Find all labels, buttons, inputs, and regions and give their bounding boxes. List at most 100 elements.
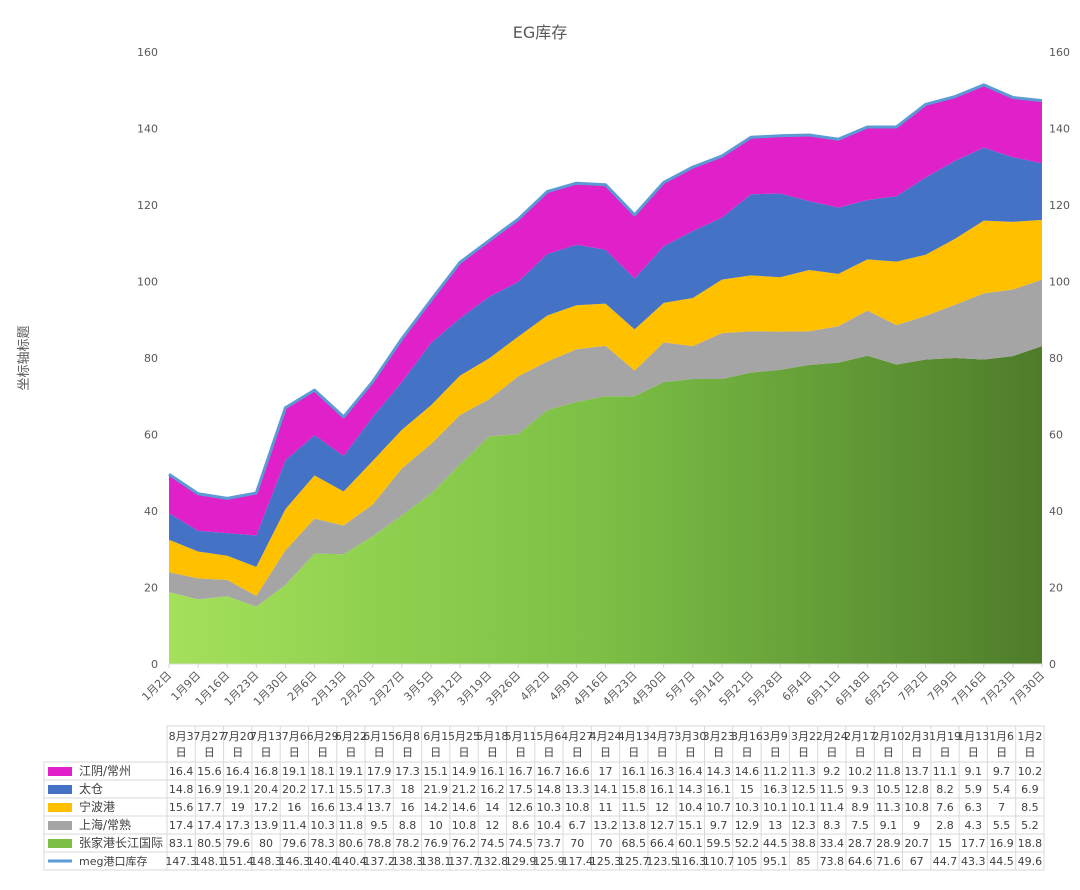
table-cell-value: 129.9 — [505, 855, 537, 868]
table-cell-value: 10.1 — [791, 801, 816, 814]
table-cell-value: 17.1 — [310, 783, 335, 796]
area-series-4 — [169, 346, 1042, 664]
area-series-1 — [169, 147, 1042, 567]
table-cell-value: 79.6 — [282, 837, 307, 850]
table-cell-value: 14.6 — [452, 801, 477, 814]
table-column-header: 日 — [176, 746, 187, 759]
table-cell-value: 17.2 — [254, 801, 279, 814]
table-cell-value: 13 — [768, 819, 782, 832]
table-cell-value: 70 — [570, 837, 584, 850]
table-column-header: 日 — [798, 746, 809, 759]
table-column-header: 日 — [883, 746, 894, 759]
table-column-header: 3月23 — [703, 730, 735, 743]
table-cell-value: 12.8 — [904, 783, 929, 796]
table-cell-value: 10.3 — [537, 801, 562, 814]
table-cell-value: 148.3 — [250, 855, 282, 868]
table-cell-value: 16.1 — [650, 783, 675, 796]
table-cell-value: 33.4 — [820, 837, 845, 850]
table-cell-value: 70 — [599, 837, 613, 850]
table-cell-value: 16.8 — [254, 765, 279, 778]
table-cell-value: 11.5 — [622, 801, 647, 814]
table-column-header: 3月30 — [674, 730, 706, 743]
table-cell-value: 17.5 — [508, 783, 533, 796]
table-cell-value: 14.8 — [537, 783, 562, 796]
table-cell-value: 7.5 — [851, 819, 869, 832]
table-column-header: 3月2 — [791, 730, 816, 743]
table-column-header: 日 — [968, 746, 979, 759]
table-cell-value: 15.8 — [622, 783, 647, 796]
legend-series-name: 张家港长江国际 — [79, 835, 163, 850]
table-cell-value: 11.1 — [933, 765, 958, 778]
table-cell-value: 16.2 — [480, 783, 505, 796]
table-column-header: 日 — [289, 746, 300, 759]
table-cell-value: 16.9 — [197, 783, 222, 796]
table-cell-value: 151.4 — [222, 855, 254, 868]
table-column-header: 1月6 — [989, 730, 1014, 743]
table-column-header: 7月27 — [193, 730, 225, 743]
table-cell-value: 79.6 — [225, 837, 250, 850]
legend-key-swatch — [48, 785, 72, 794]
table-cell-value: 125.7 — [618, 855, 650, 868]
table-column-header: 日 — [430, 746, 441, 759]
table-cell-value: 15.1 — [424, 765, 449, 778]
table-cell-value: 10.3 — [310, 819, 335, 832]
table-column-header: 4月24 — [590, 730, 622, 743]
table-cell-value: 17.3 — [225, 819, 250, 832]
area-series-2 — [169, 219, 1042, 596]
table-cell-value: 13.4 — [339, 801, 364, 814]
table-cell-value: 17.4 — [197, 819, 222, 832]
table-cell-value: 10.2 — [1018, 765, 1043, 778]
area-series-3 — [169, 279, 1042, 607]
x-tick-label: 7月2日 — [896, 669, 931, 704]
table-cell-value: 16.1 — [480, 765, 505, 778]
table-cell-value: 146.3 — [279, 855, 311, 868]
table-cell-value: 68.5 — [622, 837, 647, 850]
table-cell-value: 138.1 — [420, 855, 452, 868]
table-cell-value: 6.3 — [965, 801, 983, 814]
table-cell-value: 14.3 — [678, 783, 703, 796]
table-cell-value: 66.4 — [650, 837, 675, 850]
table-cell-value: 14.3 — [706, 765, 731, 778]
table-cell-value: 20.7 — [904, 837, 929, 850]
table-cell-value: 19.1 — [282, 765, 307, 778]
y-tick-label-left: 80 — [144, 352, 158, 365]
table-column-header: 日 — [572, 746, 583, 759]
table-cell-value: 16 — [400, 801, 414, 814]
table-column-header: 日 — [1024, 746, 1035, 759]
table-cell-value: 74.5 — [480, 837, 505, 850]
table-cell-value: 85 — [797, 855, 811, 868]
table-cell-value: 123.5 — [646, 855, 678, 868]
table-column-header: 5月6 — [536, 730, 561, 743]
legend-series-name: 上海/常熟 — [79, 817, 131, 832]
table-column-header: 日 — [939, 746, 950, 759]
table-cell-value: 140.4 — [307, 855, 339, 868]
table-column-header: 6月22 — [335, 730, 367, 743]
table-column-header: 5月11 — [505, 730, 537, 743]
table-cell-value: 18.8 — [1018, 837, 1043, 850]
table-cell-value: 64.6 — [848, 855, 873, 868]
table-cell-value: 8.9 — [851, 801, 869, 814]
table-cell-value: 8.2 — [936, 783, 954, 796]
table-cell-value: 105 — [736, 855, 757, 868]
y-tick-label-right: 80 — [1049, 352, 1063, 365]
table-cell-value: 20.2 — [282, 783, 307, 796]
table-column-header: 4月13 — [618, 730, 650, 743]
table-cell-value: 9.2 — [823, 765, 841, 778]
table-column-header: 日 — [996, 746, 1007, 759]
legend-series-name: meg港口库存 — [79, 854, 147, 868]
table-cell-value: 21.9 — [424, 783, 449, 796]
table-cell-value: 125.3 — [590, 855, 622, 868]
table-column-header: 7月20 — [222, 730, 254, 743]
table-column-header: 日 — [543, 746, 554, 759]
table-cell-value: 80.6 — [339, 837, 364, 850]
table-cell-value: 44.5 — [763, 837, 788, 850]
table-column-header: 日 — [232, 746, 243, 759]
table-cell-value: 10.8 — [904, 801, 929, 814]
table-cell-value: 13.7 — [367, 801, 392, 814]
y-tick-label-left: 100 — [137, 276, 158, 289]
table-cell-value: 16.4 — [225, 765, 250, 778]
table-cell-value: 76.2 — [452, 837, 477, 850]
y-tick-label-right: 160 — [1049, 46, 1070, 59]
y-tick-label-right: 60 — [1049, 429, 1063, 442]
table-cell-value: 10.4 — [537, 819, 562, 832]
